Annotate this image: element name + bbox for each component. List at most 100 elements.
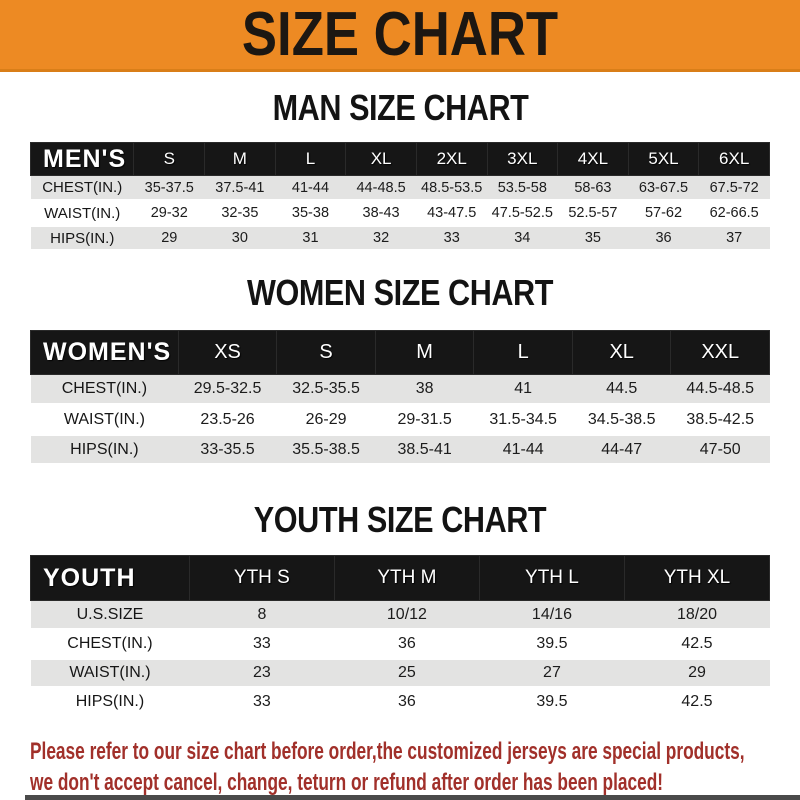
column-header: YTH XL xyxy=(623,555,771,601)
size-value: 63-67.5 xyxy=(628,175,699,201)
size-value: 41-44 xyxy=(275,175,346,201)
size-value: 31.5-34.5 xyxy=(473,404,573,435)
column-header: S xyxy=(276,330,376,375)
table-group-label: YOUTH xyxy=(30,555,190,601)
row-label: WAIST(IN.) xyxy=(30,658,190,688)
size-value: 32.5-35.5 xyxy=(276,374,376,405)
table-group-label: WOMEN'S xyxy=(30,330,179,375)
size-value: 18/20 xyxy=(624,600,770,630)
table-row: CHEST(IN.) 35-37.5 37.5-41 41-44 44-48.5 48.5… xyxy=(30,175,770,201)
women-section-heading: WOMEN SIZE CHART xyxy=(0,275,800,311)
size-value: 41 xyxy=(473,374,573,405)
table-row: CHEST(IN.) 29.5-32.5 32.5-35.5 38 41 44.5 44.5… xyxy=(30,374,770,405)
size-value: 8 xyxy=(189,600,335,630)
youth-section-heading-text: YOUTH SIZE CHART xyxy=(253,499,547,540)
size-value: 39.5 xyxy=(479,629,625,659)
size-value: 23.5-26 xyxy=(178,404,277,435)
size-value: 29 xyxy=(133,225,205,251)
size-value: 52.5-57 xyxy=(557,200,629,226)
column-header: YTH M xyxy=(333,555,480,601)
size-value: 42.5 xyxy=(624,629,770,659)
size-value: 67.5-72 xyxy=(698,175,770,201)
size-value: 62-66.5 xyxy=(698,200,770,226)
table-row: HIPS(IN.) 29 30 31 32 33 34 35 36 37 xyxy=(30,225,770,251)
size-value: 29.5-32.5 xyxy=(178,374,277,405)
youth-size-section: YOUTH SIZE CHART YOUTH YTH S YTH M YTH L YTH… xyxy=(0,502,800,718)
table-row: WAIST(IN.) 23.5-26 26-29 29-31.5 31.5-34.5 34… xyxy=(30,404,770,435)
disclaimer-line-1: Please refer to our size chart before or… xyxy=(30,738,745,765)
bottom-edge-strip xyxy=(25,795,800,800)
column-header: S xyxy=(133,142,206,176)
row-label: CHEST(IN.) xyxy=(30,175,134,201)
column-header: YTH L xyxy=(478,555,625,601)
size-value: 33 xyxy=(416,225,487,251)
women-size-table: WOMEN'S XS S M L XL XXL CHEST(IN.) 29.5-32.5 32.5… xyxy=(30,330,770,466)
men-size-section: MAN SIZE CHART MEN'S S M L XL 2XL 3XL 4XL 5XL 6XL… xyxy=(0,90,800,252)
men-section-heading-text: MAN SIZE CHART xyxy=(272,87,528,128)
size-value: 34 xyxy=(487,225,558,251)
women-size-section: WOMEN SIZE CHART WOMEN'S XS S M L XL XXL CHEST(… xyxy=(0,275,800,466)
size-value: 47-50 xyxy=(670,434,770,465)
size-value: 39.5 xyxy=(479,687,625,717)
size-value: 30 xyxy=(204,225,276,251)
size-value: 32-35 xyxy=(204,200,276,226)
size-value: 38-43 xyxy=(345,200,417,226)
table-row: WAIST(IN.) 23 25 27 29 xyxy=(30,658,770,688)
column-header: M xyxy=(204,142,276,176)
column-header: L xyxy=(473,330,573,375)
table-row: U.S.SIZE 8 10/12 14/16 18/20 xyxy=(30,600,770,630)
men-section-heading: MAN SIZE CHART xyxy=(0,90,800,126)
size-value: 58-63 xyxy=(557,175,629,201)
table-row: HIPS(IN.) 33 36 39.5 42.5 xyxy=(30,687,770,717)
size-value: 29 xyxy=(624,658,770,688)
table-row: CHEST(IN.) 33 36 39.5 42.5 xyxy=(30,629,770,659)
size-value: 38.5-42.5 xyxy=(670,404,770,435)
size-value: 36 xyxy=(628,225,699,251)
size-value: 44-48.5 xyxy=(345,175,417,201)
size-value: 33 xyxy=(189,687,335,717)
size-value: 48.5-53.5 xyxy=(416,175,487,201)
size-value: 36 xyxy=(334,629,480,659)
women-section-heading-text: WOMEN SIZE CHART xyxy=(246,272,553,313)
column-header: XL xyxy=(571,330,672,375)
column-header: XL xyxy=(345,142,417,176)
size-value: 32 xyxy=(345,225,417,251)
table-row: WAIST(IN.) 29-32 32-35 35-38 38-43 43-47.5 47.… xyxy=(30,200,770,226)
row-label: WAIST(IN.) xyxy=(30,404,179,435)
size-value: 35 xyxy=(557,225,629,251)
size-value: 26-29 xyxy=(276,404,376,435)
size-value: 38 xyxy=(375,374,474,405)
size-value: 44-47 xyxy=(572,434,671,465)
size-value: 44.5-48.5 xyxy=(670,374,770,405)
size-value: 47.5-52.5 xyxy=(487,200,558,226)
size-value: 42.5 xyxy=(624,687,770,717)
size-value: 57-62 xyxy=(628,200,699,226)
size-value: 27 xyxy=(479,658,625,688)
youth-section-heading: YOUTH SIZE CHART xyxy=(0,502,800,538)
youth-size-table: YOUTH YTH S YTH M YTH L YTH XL U.S.SIZE 8 10/12… xyxy=(30,555,771,718)
size-value: 53.5-58 xyxy=(487,175,558,201)
column-header: YTH S xyxy=(188,555,335,601)
size-value: 29-32 xyxy=(133,200,205,226)
row-label: WAIST(IN.) xyxy=(30,200,134,226)
disclaimer-line-2: we don't accept cancel, change, teturn o… xyxy=(30,769,664,796)
column-header: 2XL xyxy=(415,142,488,176)
size-value: 35.5-38.5 xyxy=(276,434,376,465)
row-label: CHEST(IN.) xyxy=(30,374,179,405)
size-value: 38.5-41 xyxy=(375,434,474,465)
men-size-table: MEN'S S M L XL 2XL 3XL 4XL 5XL 6XL CHEST(IN.) 35-37… xyxy=(29,142,770,252)
row-label: U.S.SIZE xyxy=(30,600,190,630)
row-label: CHEST(IN.) xyxy=(30,629,190,659)
column-header: 6XL xyxy=(698,142,770,176)
table-header-row: WOMEN'S XS S M L XL XXL xyxy=(30,330,770,375)
size-value: 35-38 xyxy=(275,200,346,226)
size-chart-banner: SIZE CHART xyxy=(0,0,800,72)
size-value: 29-31.5 xyxy=(375,404,474,435)
size-value: 41-44 xyxy=(473,434,573,465)
banner-title: SIZE CHART xyxy=(241,0,559,69)
column-header: XS xyxy=(177,330,278,375)
size-value: 25 xyxy=(334,658,480,688)
column-header: 3XL xyxy=(486,142,559,176)
row-label: HIPS(IN.) xyxy=(30,225,134,251)
row-label: HIPS(IN.) xyxy=(30,687,190,717)
